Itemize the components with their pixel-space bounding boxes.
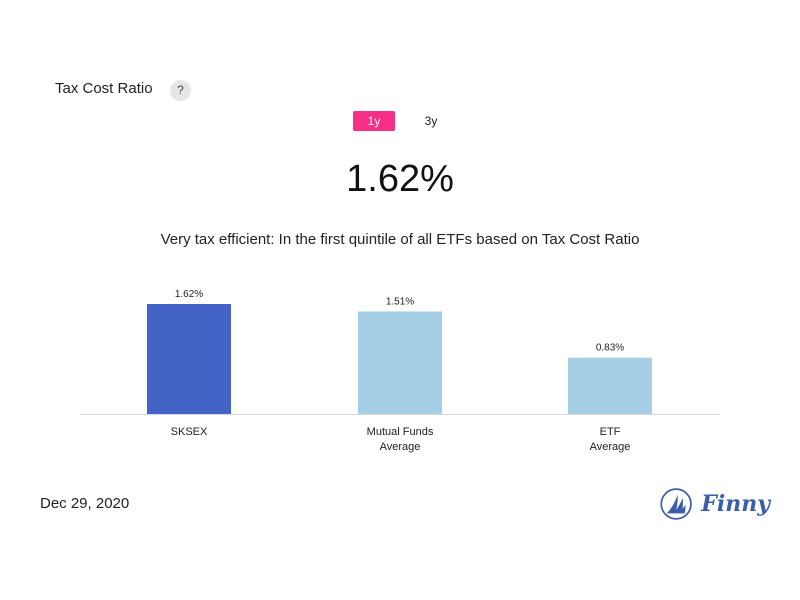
bar-value-label: 1.51% xyxy=(386,296,414,307)
bar xyxy=(358,311,442,414)
tax-cost-ratio-value: 1.62% xyxy=(346,158,454,200)
tab-1y[interactable]: 1y xyxy=(353,111,395,131)
brand[interactable]: Finny xyxy=(660,484,770,524)
finny-logo-icon xyxy=(660,488,692,520)
as-of-date: Dec 29, 2020 xyxy=(40,495,130,512)
category-tick-label: Mutual Funds xyxy=(367,426,434,438)
bar xyxy=(568,357,652,414)
category-tick-label: Average xyxy=(380,441,421,453)
category-tick-label: Average xyxy=(590,441,631,453)
help-icon[interactable]: ? xyxy=(170,80,191,101)
tab-3y[interactable]: 3y xyxy=(424,114,438,128)
bar-value-label: 0.83% xyxy=(596,343,624,354)
efficiency-description: Very tax efficient: In the first quintil… xyxy=(160,231,640,248)
section-title: Tax Cost Ratio xyxy=(55,80,153,97)
bar-value-label: 1.62% xyxy=(175,289,203,300)
brand-name: Finny xyxy=(701,491,770,517)
bar xyxy=(147,304,231,414)
category-tick-label: SKSEX xyxy=(171,426,208,438)
bar-chart: 1.62% SKSEX 1.51% Mutual Funds Average 0.83% E… xyxy=(80,289,720,453)
period-tabs: 1y 3y xyxy=(353,111,467,131)
category-tick-label: ETF xyxy=(600,426,621,438)
